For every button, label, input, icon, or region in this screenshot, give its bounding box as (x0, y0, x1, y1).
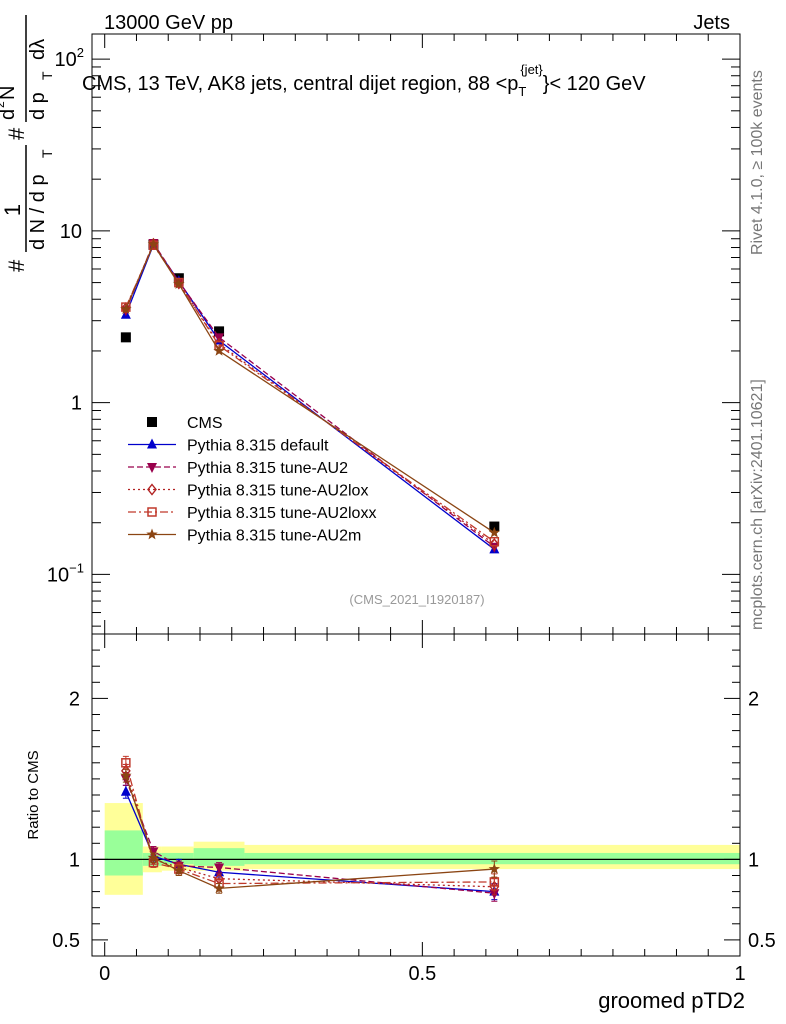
ratio-point-au2lox-4 (489, 880, 500, 893)
y-tick-label-left: 1 (69, 849, 80, 871)
legend-label-au2m: Pythia 8.315 tune-AU2m (187, 528, 361, 545)
ylabel-t1: T (39, 149, 55, 158)
ratio-line-default (125, 791, 495, 893)
mcplots-label: mcplots.cern.ch [arXiv:2401.10621] (749, 379, 766, 630)
ylabel-t2: T (39, 71, 55, 80)
y-tick-label-exp: −1 (69, 560, 84, 575)
ratio-point-au2m-1 (147, 851, 160, 863)
legend-marker-au2m (146, 528, 158, 540)
legend-marker-au2 (147, 463, 157, 473)
header-right: Jets (693, 12, 730, 34)
ratio-series (120, 755, 500, 902)
ratio-point-au2m-4 (488, 863, 500, 874)
header-left: 13000 GeV pp (104, 12, 233, 34)
y-tick-label-base: 10 (47, 564, 69, 586)
ratio-point-au2m-0 (120, 769, 132, 781)
legend-label-cms: CMS (187, 415, 223, 432)
y-tick-label-base: 10 (55, 49, 77, 71)
band-inner-3 (193, 848, 245, 866)
title-sub: T (518, 84, 526, 99)
ratio-frame (91, 633, 741, 957)
y-tick-label-right: 1 (748, 849, 759, 871)
y-tick-label-exp: 2 (77, 45, 84, 60)
point-au2lox-2 (173, 277, 184, 290)
point-au2m-1 (147, 238, 160, 250)
legend-marker-default (147, 438, 157, 449)
ylabel-d: d (0, 109, 19, 120)
legend-marker-au2lox (147, 483, 157, 496)
point-au2m-3 (213, 344, 225, 356)
point-au2m-4 (488, 526, 500, 538)
y-tick-label-right: 2 (748, 688, 759, 710)
point-au2m-0 (120, 303, 132, 314)
point-au2loxx-4 (489, 536, 500, 547)
legend-label-au2lox: Pythia 8.315 tune-AU2lox (187, 483, 368, 500)
ratio-xlabel: groomed pTD2 (598, 988, 745, 1013)
point-cms-0 (120, 332, 131, 343)
legend-label-au2: Pythia 8.315 tune-AU2 (187, 460, 348, 477)
ylabel-n: N (0, 86, 19, 100)
band-inner-0 (104, 830, 143, 876)
ylabel-dlambda: dλ (27, 39, 49, 60)
ylabel-hash1: # (4, 259, 29, 272)
ylabel-two: 2 (0, 101, 7, 108)
x-tick-label: 0 (99, 963, 110, 985)
watermark: (CMS_2021_I1920187) (349, 592, 484, 607)
ratio-point-au2m-3 (213, 882, 225, 894)
point-au2lox-0 (120, 302, 131, 315)
y-tick-label: 10 (60, 221, 82, 243)
title-after: }< 120 GeV (543, 73, 647, 95)
ylabel-dn: d N / d p (27, 174, 49, 250)
legend-label-default: Pythia 8.315 default (187, 438, 329, 455)
band-inner-2 (161, 852, 194, 865)
legend-marker-au2loxx (147, 507, 157, 517)
ratio-line-au2 (125, 778, 495, 894)
y-tick-label-right: 0.5 (748, 930, 776, 952)
ratio-uncertainty-bands (92, 803, 740, 895)
y-tick-label-left: 2 (69, 688, 80, 710)
y-tick-label-left: 0.5 (52, 930, 80, 952)
title-before: CMS, 13 TeV, AK8 jets, central dijet reg… (82, 73, 518, 95)
y-tick-label: 102 (55, 45, 84, 71)
ylabel-dp: d p (27, 92, 49, 120)
x-tick-label: 0.5 (408, 963, 436, 985)
ratio-point-default-0 (120, 785, 131, 796)
chart-title: CMS, 13 TeV, AK8 jets, central dijet reg… (82, 62, 646, 99)
ylabel-hash2: # (4, 127, 29, 140)
band-inner-4 (244, 852, 740, 865)
y-tick-label: 10−1 (47, 560, 84, 586)
point-au2lox-4 (489, 538, 500, 551)
main-series (120, 237, 500, 554)
point-au2m-2 (173, 278, 185, 289)
ratio-point-au2loxx-4 (489, 877, 500, 887)
legend-marker-cms (147, 417, 157, 427)
legend-label-au2loxx: Pythia 8.315 tune-AU2loxx (187, 505, 376, 522)
ratio-panel: 0 0.5 10.5 0.51 12 2 Ratio to CMS groomed pTD… (25, 633, 776, 1013)
y-tick-label: 1 (71, 393, 82, 415)
ratio-ylabel: Ratio to CMS (25, 750, 42, 839)
point-cms-3 (214, 326, 225, 337)
legend: CMS Pythia 8.315 default Pythia 8.315 tune… (128, 415, 376, 545)
y-tick-label-base: 1 (71, 393, 82, 415)
main-ylabel: # 1 d N / d p T # d 2 N d p T dλ (0, 15, 55, 272)
ratio-axis-ticks: 0 0.5 10.5 0.51 12 2 (52, 634, 776, 985)
y-tick-label-base: 10 (60, 221, 82, 243)
title-sup: {jet} (520, 62, 543, 77)
ratio-point-au2loxx-0 (121, 758, 131, 768)
rivet-label: Rivet 4.1.0, ≥ 100k events (749, 70, 766, 255)
ylabel-one: 1 (0, 204, 25, 216)
ratio-point-au2m-2 (173, 864, 185, 876)
x-tick-label: 1 (734, 963, 745, 985)
ratio-point-au2-3 (214, 863, 225, 874)
point-cms-4 (489, 521, 500, 532)
